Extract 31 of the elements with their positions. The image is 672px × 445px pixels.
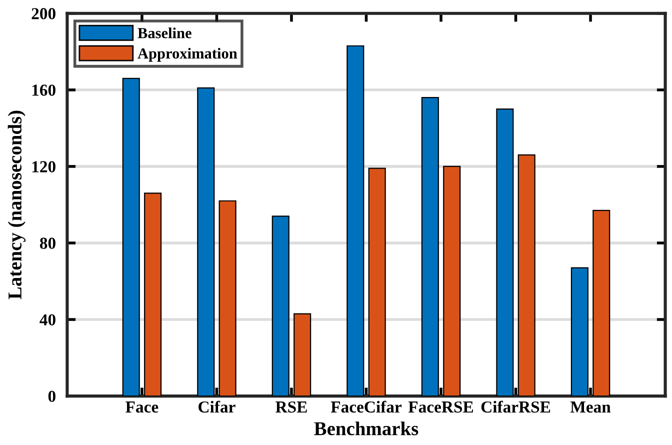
legend-label: Approximation — [138, 48, 238, 62]
x-tick-label: Mean — [570, 402, 611, 413]
legend-label: Baseline — [138, 28, 192, 38]
bar — [144, 192, 162, 396]
bar — [346, 45, 364, 396]
y-tick-label: 160 — [32, 84, 56, 96]
x-tick-label: FaceCifar — [330, 400, 402, 413]
x-tick-label: CifarRSE — [481, 400, 550, 413]
bar — [294, 313, 312, 396]
x-tick-label: Cifar — [198, 400, 236, 413]
bar — [592, 210, 610, 396]
bar — [368, 168, 386, 396]
bar — [421, 96, 439, 396]
x-tick-label: FaceRSE — [408, 401, 474, 413]
bar — [272, 216, 290, 396]
y-tick-label: 80 — [40, 238, 56, 249]
x-axis-title: Benchmarks — [314, 422, 418, 436]
bar — [496, 108, 514, 396]
y-tick-label: 0 — [48, 390, 56, 402]
bar — [218, 200, 236, 396]
y-tick-label: 200 — [32, 8, 56, 20]
y-axis-title: Latency (nanoseconds) — [8, 110, 26, 300]
x-tick-label: Face — [126, 402, 158, 413]
bar — [197, 87, 215, 396]
y-tick-label: 40 — [40, 314, 56, 326]
x-tick-label: RSE — [276, 401, 307, 413]
bar — [443, 166, 461, 396]
bar — [122, 78, 140, 396]
y-tick-label: 120 — [32, 161, 56, 172]
bar — [570, 267, 588, 396]
bar — [518, 154, 536, 396]
